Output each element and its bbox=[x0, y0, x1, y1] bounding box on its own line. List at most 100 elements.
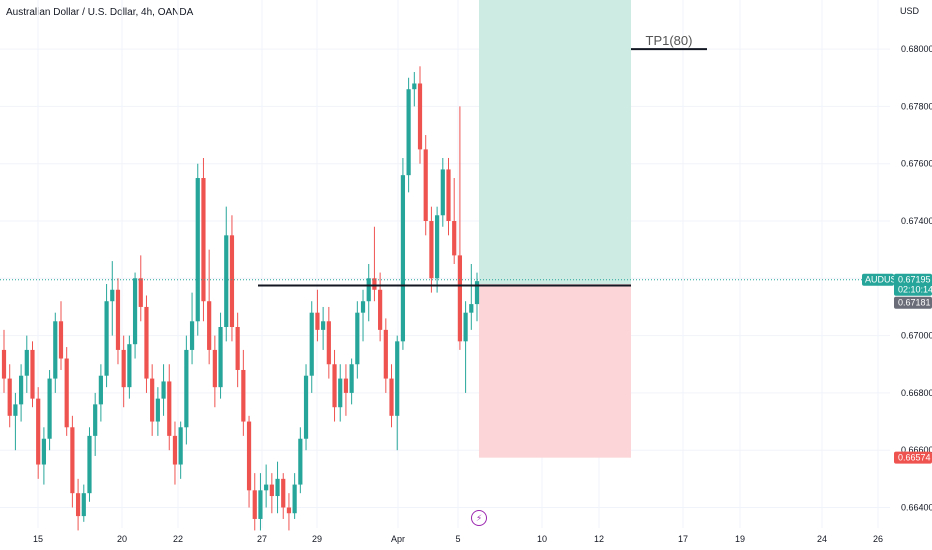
price-tick-label: 0.67800 bbox=[901, 101, 932, 111]
candle bbox=[70, 415, 75, 508]
candle-body bbox=[469, 304, 474, 313]
candle bbox=[343, 364, 349, 416]
candle-body bbox=[372, 278, 377, 290]
candle bbox=[53, 312, 58, 393]
symbol-tag bbox=[862, 273, 894, 286]
candle-body bbox=[172, 435, 178, 465]
candle-body bbox=[93, 404, 98, 436]
candle-body bbox=[58, 321, 64, 359]
symbol-tag-label: AUDUSD bbox=[865, 275, 904, 285]
candle-body bbox=[309, 312, 314, 376]
candle-body bbox=[400, 175, 406, 342]
time-tick-label: 22 bbox=[173, 534, 183, 544]
candle bbox=[321, 306, 326, 350]
candle-body bbox=[24, 349, 29, 376]
candle bbox=[212, 335, 217, 408]
candle bbox=[127, 335, 132, 399]
candle bbox=[1, 329, 7, 393]
candle-body bbox=[360, 301, 366, 313]
stop-zone[interactable] bbox=[479, 284, 631, 458]
price-badges: 0.686820.66574AUDUSD0.6719502:10:140.671… bbox=[862, 273, 932, 464]
current-price-value: 0.67195 bbox=[898, 275, 931, 285]
time-tick-label: 20 bbox=[117, 534, 127, 544]
candle-body bbox=[338, 378, 343, 408]
candle bbox=[457, 106, 463, 350]
candle bbox=[355, 301, 360, 379]
candle-body bbox=[127, 344, 132, 388]
candle bbox=[30, 341, 35, 408]
candle bbox=[195, 163, 200, 336]
time-tick-label: Apr bbox=[391, 534, 405, 544]
candle bbox=[18, 364, 24, 422]
candle-body bbox=[417, 83, 423, 150]
price-tick-label: 0.67400 bbox=[901, 216, 932, 226]
candle bbox=[13, 392, 18, 451]
candle bbox=[144, 295, 149, 393]
candle bbox=[132, 272, 138, 359]
candle bbox=[218, 312, 223, 399]
candle-body bbox=[389, 378, 394, 416]
candle bbox=[104, 284, 109, 388]
candle-body bbox=[429, 221, 434, 279]
candle bbox=[138, 255, 143, 322]
candle bbox=[110, 261, 115, 336]
candle bbox=[383, 318, 388, 393]
candle-body bbox=[435, 215, 440, 279]
candle-body bbox=[224, 235, 229, 328]
candle bbox=[115, 278, 121, 365]
candles bbox=[1, 66, 480, 531]
candle bbox=[167, 364, 172, 451]
price-tick-label: 0.66400 bbox=[901, 503, 932, 513]
lightning-icon[interactable]: ⚡ bbox=[471, 510, 487, 526]
candle bbox=[229, 215, 235, 342]
candle bbox=[98, 364, 103, 422]
candle bbox=[75, 478, 81, 531]
candle bbox=[150, 364, 155, 436]
candle-body bbox=[332, 364, 337, 408]
candle-body bbox=[121, 349, 126, 388]
candle-body bbox=[463, 312, 468, 342]
candle-body bbox=[355, 312, 360, 365]
candle-body bbox=[446, 169, 451, 221]
candle-countdown: 02:10:14 bbox=[898, 285, 932, 295]
candle bbox=[264, 464, 269, 508]
time-tick-label: 24 bbox=[817, 534, 827, 544]
candle-body bbox=[36, 398, 41, 465]
price-tick-label: 0.66800 bbox=[901, 388, 932, 398]
candle bbox=[41, 427, 46, 485]
candle-body bbox=[395, 341, 400, 416]
candle-body bbox=[286, 507, 292, 514]
candle bbox=[389, 364, 394, 428]
candle-body bbox=[235, 327, 240, 370]
candle bbox=[87, 427, 92, 502]
candle-body bbox=[252, 490, 257, 519]
time-tick-label: 5 bbox=[455, 534, 460, 544]
candle bbox=[93, 392, 98, 456]
candle-body bbox=[474, 281, 480, 305]
candle-body bbox=[275, 478, 280, 497]
candle bbox=[349, 358, 354, 405]
candle bbox=[24, 335, 29, 393]
candle-body bbox=[132, 278, 138, 345]
candle bbox=[47, 369, 52, 451]
candle bbox=[275, 461, 280, 514]
candle-body bbox=[47, 378, 52, 439]
candle-body bbox=[115, 289, 121, 350]
candle-body bbox=[81, 493, 86, 517]
candle bbox=[189, 292, 195, 365]
time-tick-label: 15 bbox=[33, 534, 43, 544]
profit-zone[interactable] bbox=[479, 0, 631, 285]
candle-body bbox=[70, 427, 75, 494]
candle-body bbox=[150, 378, 155, 422]
candle bbox=[435, 206, 440, 293]
candle-body bbox=[457, 255, 463, 342]
candle-body bbox=[258, 490, 263, 519]
candle bbox=[292, 473, 297, 519]
time-tick-label: 12 bbox=[594, 534, 604, 544]
candle-body bbox=[349, 364, 354, 393]
candle bbox=[366, 263, 371, 322]
candle-body bbox=[201, 178, 206, 302]
candle-body bbox=[138, 278, 143, 307]
